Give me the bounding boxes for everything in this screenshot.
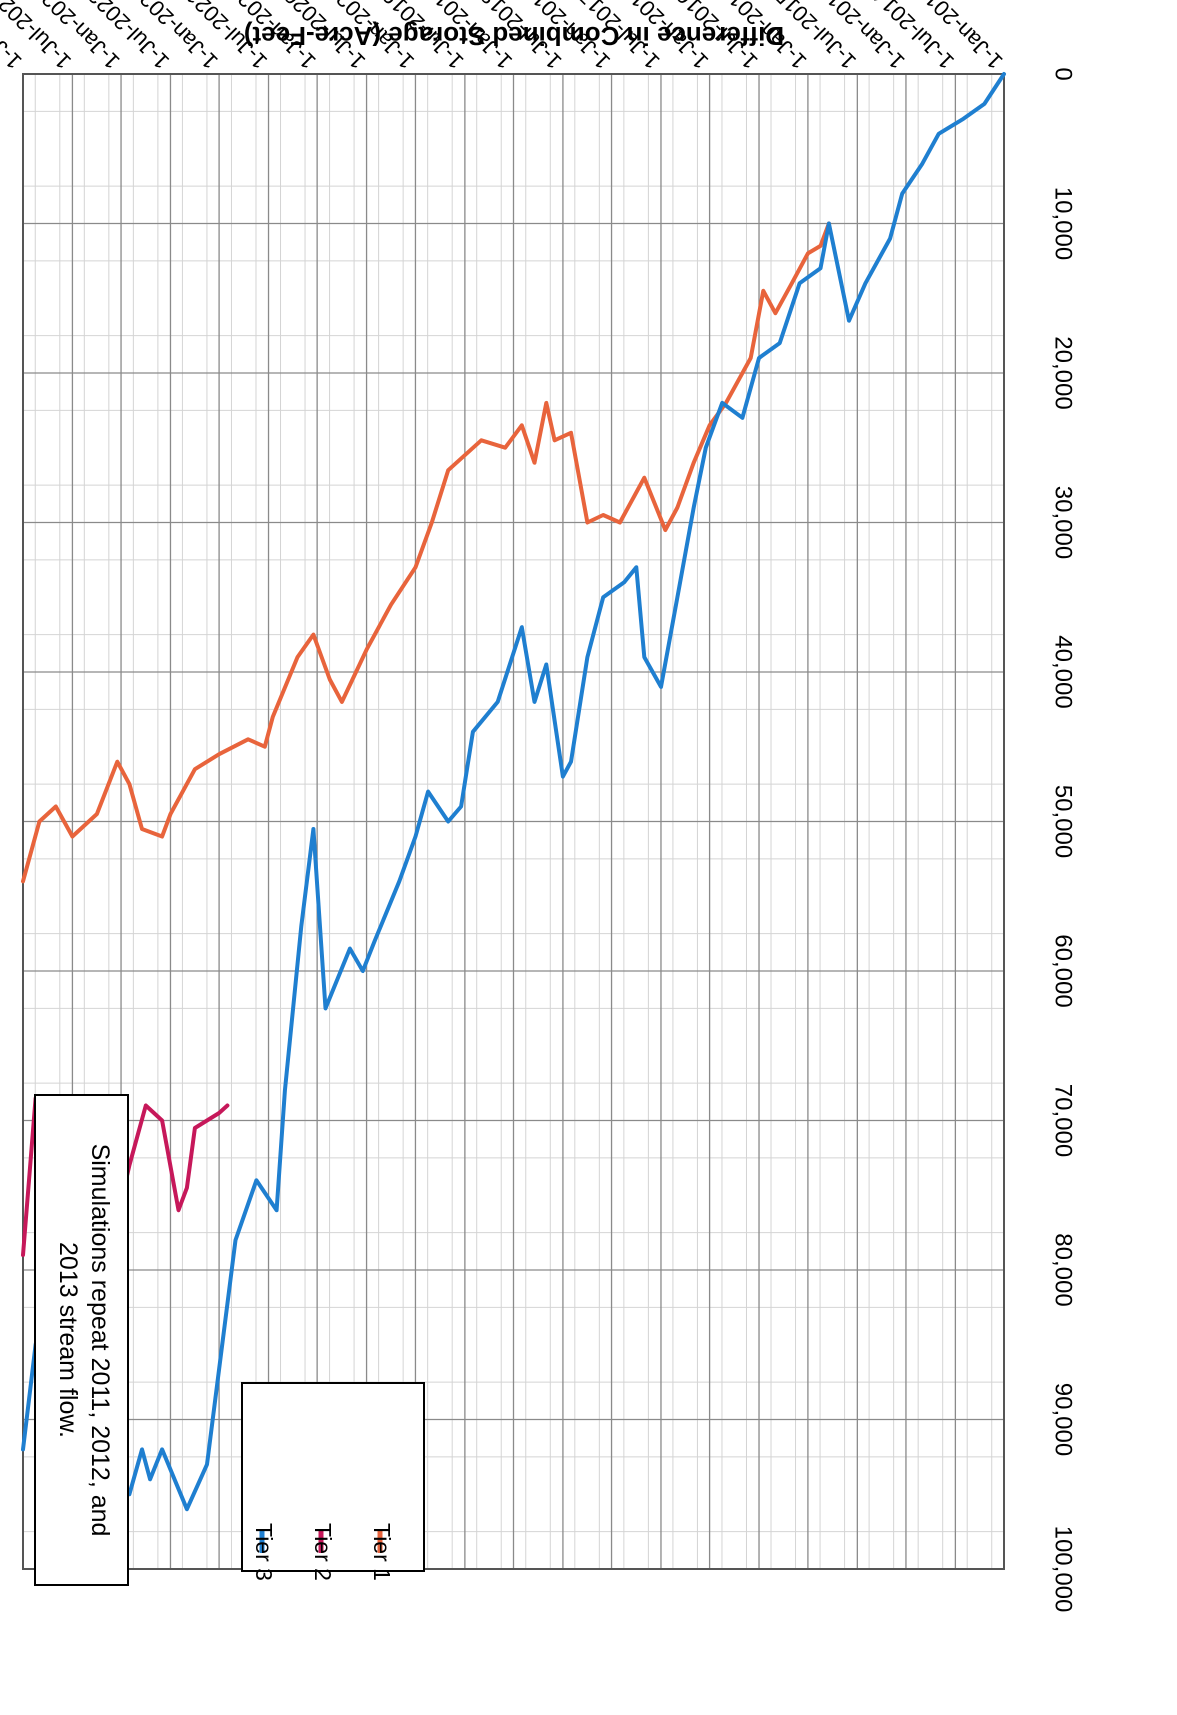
y-tick-label: 80,000 — [1050, 1233, 1077, 1306]
y-axis-label: Difference in Combined Storage (Acre-Fee… — [244, 21, 784, 51]
legend-label-tier-2: Tier 2 — [310, 1523, 336, 1581]
y-tick-label: 10,000 — [1050, 187, 1077, 260]
series-line-tier-3 — [21, 72, 1006, 1512]
y-tick-label: 40,000 — [1050, 635, 1077, 708]
y-tick-label: 90,000 — [1050, 1383, 1077, 1456]
y-tick-label: 30,000 — [1050, 486, 1077, 559]
y-tick-label: 0 — [1050, 67, 1077, 80]
y-tick-label: 20,000 — [1050, 336, 1077, 409]
legend: Tier 1 Tier 2 Tier 3 — [241, 1382, 425, 1581]
legend-box — [241, 1382, 425, 1572]
legend-label-tier-1: Tier 1 — [369, 1523, 395, 1581]
plot-frame — [22, 73, 1005, 1570]
legend-label-tier-3: Tier 3 — [251, 1523, 277, 1581]
y-tick-label: 60,000 — [1050, 934, 1077, 1007]
annotation: Simulations repeat 2011, 2012, and 2013 … — [34, 1094, 129, 1586]
y-tick-label: 70,000 — [1050, 1084, 1077, 1157]
annotation-line-1: Simulations repeat 2011, 2012, and — [86, 1144, 114, 1537]
annotation-box — [34, 1094, 129, 1586]
annotation-line-2: 2013 stream flow. — [54, 1242, 82, 1438]
y-axis-tick-labels: 0 10,000 20,000 30,000 40,000 50,000 60,000 70,… — [1050, 67, 1077, 1612]
y-tick-label: 50,000 — [1050, 785, 1077, 858]
y-tick-label: 100,000 — [1050, 1526, 1077, 1613]
